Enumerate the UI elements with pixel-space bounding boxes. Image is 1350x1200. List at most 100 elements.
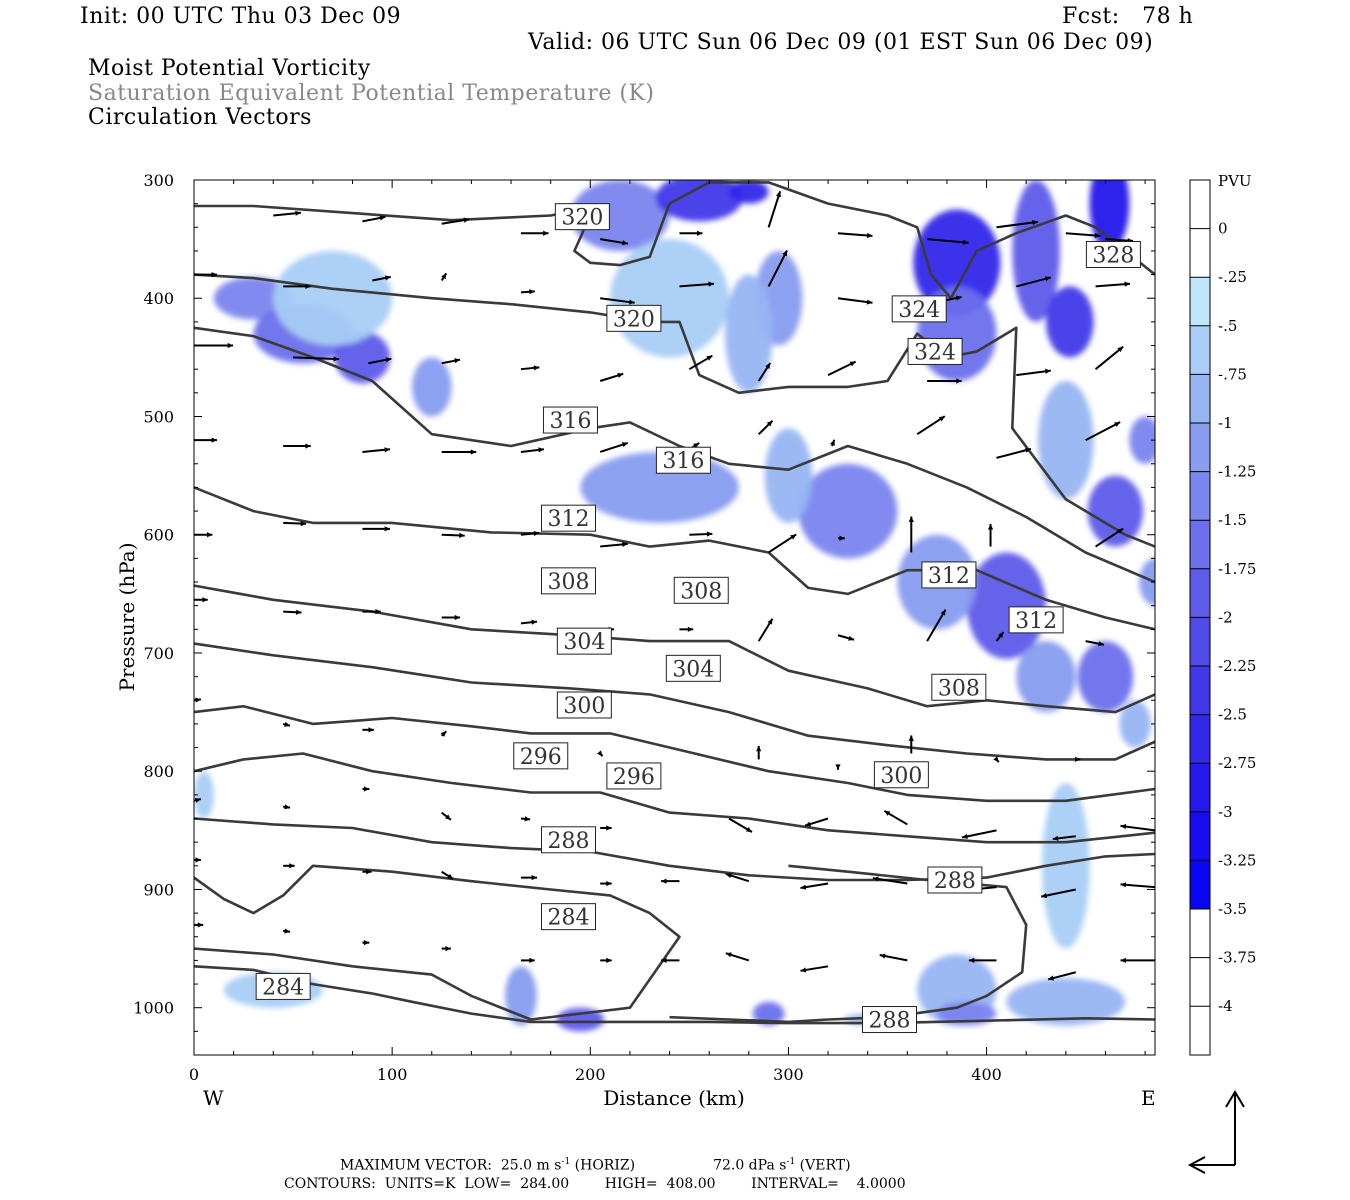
vector-head xyxy=(661,878,667,884)
vector-head xyxy=(606,880,612,887)
contour-label: 324 xyxy=(898,298,940,323)
pv-cell xyxy=(913,209,1001,316)
colorbar-label: -2.25 xyxy=(1218,657,1256,675)
vector-head xyxy=(384,275,391,281)
vector-head xyxy=(606,957,612,964)
colorbar-label: -.75 xyxy=(1218,365,1247,383)
contour-label-box xyxy=(513,742,569,770)
vector-head xyxy=(211,437,217,443)
contour-label: 288 xyxy=(934,869,976,894)
vector-head xyxy=(1025,447,1031,453)
vector-head xyxy=(617,372,624,378)
y-tick-label: 600 xyxy=(143,526,174,545)
vector-head xyxy=(543,230,549,236)
pv-cell xyxy=(1038,381,1094,500)
vector-head xyxy=(622,541,628,547)
vector-head xyxy=(305,443,311,449)
vert-exponent: -1 xyxy=(786,1157,796,1167)
vector-head xyxy=(375,608,381,615)
colorbar-label: -2.75 xyxy=(1218,754,1256,772)
init-time: Init: 00 UTC Thu 03 Dec 09 xyxy=(80,4,402,29)
contour-info: CONTOURS: UNITS=K LOW= 284.00 HIGH= 408.… xyxy=(284,1176,906,1192)
vector-head xyxy=(908,735,914,741)
colorbar-swatch xyxy=(1190,666,1210,715)
contour-label: 284 xyxy=(547,906,589,931)
pv-cell xyxy=(1077,641,1134,713)
contour-label: 316 xyxy=(662,449,704,474)
contour-label-box xyxy=(554,203,610,231)
vector-head xyxy=(366,869,372,875)
vector-head xyxy=(363,786,370,792)
colorbar-label: -1.5 xyxy=(1218,511,1247,529)
valid-time: Valid: 06 UTC Sun 06 Dec 09 (01 EST Sun … xyxy=(528,30,1154,55)
contour-label: 284 xyxy=(262,975,304,1000)
contour-label: 312 xyxy=(1015,609,1057,634)
vector-head xyxy=(1117,346,1124,353)
x-tick-label: 100 xyxy=(377,1065,408,1084)
vector-head xyxy=(987,524,994,530)
vector-head xyxy=(1045,368,1051,374)
y-tick-label: 1000 xyxy=(133,999,174,1018)
pv-cell xyxy=(966,552,1047,659)
vector-head xyxy=(962,239,969,245)
vector-head xyxy=(1120,957,1126,964)
contour-label-box xyxy=(540,504,596,532)
colorbar-swatch xyxy=(1190,763,1210,812)
vector-head xyxy=(197,922,204,928)
y-tick-label: 700 xyxy=(143,644,174,663)
pv-cell xyxy=(798,463,898,559)
title-thetae: Saturation Equivalent Potential Temperat… xyxy=(88,81,655,106)
pv-cell xyxy=(1139,558,1155,606)
contour-label-box xyxy=(873,761,929,789)
vector-head xyxy=(708,281,714,287)
isentrope-line xyxy=(194,817,1155,882)
vector-head xyxy=(454,358,461,364)
vector-shaft xyxy=(1041,888,1076,898)
contour-label: 304 xyxy=(672,657,714,682)
colorbar-label: -.5 xyxy=(1218,317,1237,335)
vector-shaft xyxy=(1154,771,1155,773)
vector-shaft xyxy=(1095,527,1124,548)
forecast-hour: Fcst: 78 h xyxy=(1062,4,1194,29)
pv-cell xyxy=(728,180,769,204)
vector-head xyxy=(956,378,962,384)
contour-labels: 320 320 316 316 312 308 308 304 304 300 296 296 300 2… xyxy=(255,203,1141,1034)
vector-shaft xyxy=(996,447,1032,459)
pv-cell xyxy=(655,180,743,222)
vector-head xyxy=(849,361,856,367)
vector-shaft xyxy=(1094,345,1124,370)
vector-head xyxy=(955,295,962,301)
pv-cell xyxy=(411,357,452,417)
vector-head xyxy=(211,271,217,278)
isentrope-line xyxy=(194,273,1155,548)
axes: 300 400 500 600 700 800 900 1000 0 100 200 300 400 xyxy=(133,171,1155,1084)
pv-cell xyxy=(213,276,294,320)
vector-shaft xyxy=(600,297,635,304)
contour-label-box xyxy=(540,567,596,595)
vector-head xyxy=(1052,835,1059,841)
contour-label: 300 xyxy=(563,694,605,719)
vector-head xyxy=(445,814,451,820)
vector-head xyxy=(1117,528,1124,534)
isentrope-line xyxy=(194,326,1155,584)
pv-cell xyxy=(1089,180,1130,251)
contour-label-box xyxy=(891,295,947,323)
max-vector-line: MAXIMUM VECTOR: 25.0 m s-1 (HORIZ) 72.0 d… xyxy=(340,1158,851,1173)
vector-shaft xyxy=(837,297,873,304)
colorbar-label: -1.25 xyxy=(1218,463,1256,481)
contour-label: 312 xyxy=(928,564,970,589)
vector-head xyxy=(195,797,201,803)
horiz-unit: (HORIZ) xyxy=(570,1157,636,1174)
vector-head xyxy=(866,232,873,239)
contour-label: 288 xyxy=(547,829,589,854)
vector-head xyxy=(459,532,465,539)
contour-label: 304 xyxy=(563,630,605,655)
vector-shaft xyxy=(916,415,946,436)
colorbar-swatch xyxy=(1190,860,1210,909)
isentrope-line xyxy=(194,486,1155,631)
y-tick-label: 300 xyxy=(143,171,174,190)
title-mpv: Moist Potential Vorticity xyxy=(88,56,371,81)
colorbar-label: -3.75 xyxy=(1218,949,1256,967)
vector-head xyxy=(529,289,535,295)
